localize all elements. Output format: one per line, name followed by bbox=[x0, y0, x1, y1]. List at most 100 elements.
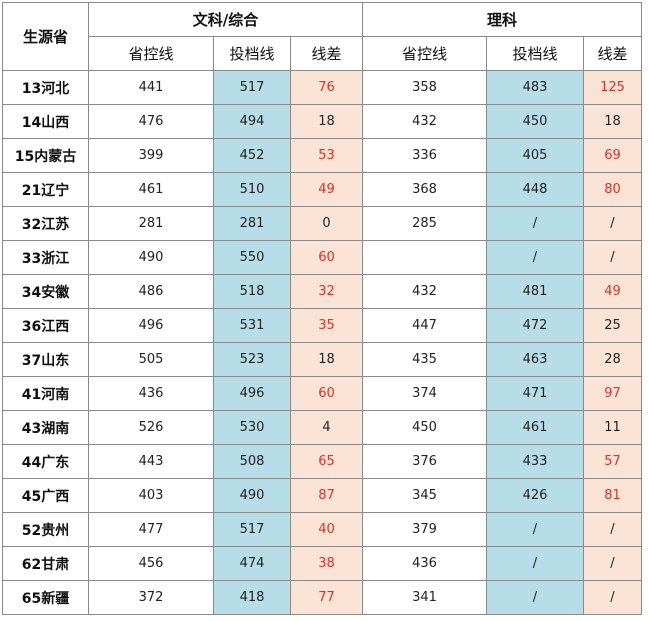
province-cell: 52贵州 bbox=[2, 512, 89, 547]
science-control-line-cell: 432 bbox=[362, 104, 487, 139]
science-filing-line-cell: / bbox=[486, 240, 584, 275]
arts-filing-line-cell: 550 bbox=[213, 240, 291, 275]
table-row: 65新疆 372 418 77 341// bbox=[2, 580, 642, 615]
table-row: 15内蒙古 399 452 53 336 405 69 bbox=[2, 138, 642, 173]
province-cell: 36江西 bbox=[2, 308, 89, 343]
science-control-line-cell: 376 bbox=[362, 444, 487, 479]
province-cell: 43湖南 bbox=[2, 410, 89, 445]
arts-difference-cell: 0 bbox=[290, 206, 363, 241]
table-row: 32江苏 281 281 0 285// bbox=[2, 206, 642, 241]
science-filing-line-cell: 471 bbox=[486, 376, 584, 411]
arts-filing-line-cell: 418 bbox=[213, 580, 291, 615]
arts-control-line-cell: 372 bbox=[88, 580, 214, 615]
arts-difference-cell: 40 bbox=[290, 512, 363, 547]
science-difference-cell: 57 bbox=[583, 444, 642, 479]
admission-score-table: 生源省 文科/综合 理科 省控线 投档线 线差 省控线 投档线 线差 13河北 4… bbox=[2, 2, 642, 615]
science-filing-line-cell: / bbox=[486, 512, 584, 547]
province-cell: 33浙江 bbox=[2, 240, 89, 275]
arts-control-line-cell: 505 bbox=[88, 342, 214, 377]
arts-filing-line-cell: 531 bbox=[213, 308, 291, 343]
province-cell: 34安徽 bbox=[2, 274, 89, 309]
table-row: 36江西 496 531 35 447 472 25 bbox=[2, 308, 642, 343]
arts-difference-cell: 38 bbox=[290, 546, 363, 581]
science-difference-cell: 97 bbox=[583, 376, 642, 411]
arts-filing-line-cell: 517 bbox=[213, 512, 291, 547]
table-body: 13河北 441 517 76 358 483 125 14山西 476 494 18 432 450 1… bbox=[2, 70, 642, 615]
table-row: 37山东 505 523 18 435 463 28 bbox=[2, 342, 642, 377]
arts-control-line-cell: 526 bbox=[88, 410, 214, 445]
science-difference-cell: 69 bbox=[583, 138, 642, 173]
arts-difference-cell: 65 bbox=[290, 444, 363, 479]
arts-control-line-cell: 496 bbox=[88, 308, 214, 343]
arts-control-line-cell: 403 bbox=[88, 478, 214, 513]
science-difference-cell: / bbox=[583, 580, 642, 615]
science-filing-line-cell: 472 bbox=[486, 308, 584, 343]
arts-difference-cell: 60 bbox=[290, 240, 363, 275]
science-filing-line-header: 投档线 bbox=[486, 36, 584, 71]
province-cell: 32江苏 bbox=[2, 206, 89, 241]
science-control-line-cell: 358 bbox=[362, 70, 487, 105]
arts-difference-cell: 76 bbox=[290, 70, 363, 105]
science-filing-line-cell: 405 bbox=[486, 138, 584, 173]
science-control-line-header: 省控线 bbox=[362, 36, 487, 71]
science-control-line-cell: 336 bbox=[362, 138, 487, 173]
science-difference-cell: / bbox=[583, 240, 642, 275]
science-difference-header: 线差 bbox=[583, 36, 642, 71]
arts-control-line-header: 省控线 bbox=[88, 36, 214, 71]
arts-control-line-cell: 486 bbox=[88, 274, 214, 309]
table-row: 52贵州 477 517 40 379// bbox=[2, 512, 642, 547]
province-cell: 44广东 bbox=[2, 444, 89, 479]
science-control-line-cell: 345 bbox=[362, 478, 487, 513]
arts-control-line-cell: 281 bbox=[88, 206, 214, 241]
science-filing-line-cell: 483 bbox=[486, 70, 584, 105]
science-control-line-cell: 436 bbox=[362, 546, 487, 581]
arts-control-line-cell: 441 bbox=[88, 70, 214, 105]
arts-control-line-cell: 477 bbox=[88, 512, 214, 547]
arts-filing-line-cell: 523 bbox=[213, 342, 291, 377]
science-control-line-cell: 341 bbox=[362, 580, 487, 615]
table-row: 43湖南 526 530 4 450 461 11 bbox=[2, 410, 642, 445]
science-difference-cell: 49 bbox=[583, 274, 642, 309]
province-cell: 65新疆 bbox=[2, 580, 89, 615]
science-control-line-cell: 447 bbox=[362, 308, 487, 343]
arts-difference-cell: 18 bbox=[290, 342, 363, 377]
arts-difference-cell: 87 bbox=[290, 478, 363, 513]
arts-filing-line-header: 投档线 bbox=[213, 36, 291, 71]
arts-difference-cell: 4 bbox=[290, 410, 363, 445]
province-cell: 21辽宁 bbox=[2, 172, 89, 207]
arts-filing-line-cell: 517 bbox=[213, 70, 291, 105]
province-header: 生源省 bbox=[2, 2, 89, 71]
science-difference-cell: 11 bbox=[583, 410, 642, 445]
science-difference-cell: / bbox=[583, 546, 642, 581]
arts-difference-cell: 18 bbox=[290, 104, 363, 139]
science-difference-cell: 25 bbox=[583, 308, 642, 343]
science-filing-line-cell: 481 bbox=[486, 274, 584, 309]
science-difference-cell: 80 bbox=[583, 172, 642, 207]
science-control-line-cell: 450 bbox=[362, 410, 487, 445]
arts-filing-line-cell: 518 bbox=[213, 274, 291, 309]
table-row: 41河南 436 496 60 374 471 97 bbox=[2, 376, 642, 411]
science-difference-cell: / bbox=[583, 512, 642, 547]
table-row: 13河北 441 517 76 358 483 125 bbox=[2, 70, 642, 105]
table-row: 45广西 403 490 87 345 426 81 bbox=[2, 478, 642, 513]
arts-control-line-cell: 456 bbox=[88, 546, 214, 581]
science-difference-cell: 125 bbox=[583, 70, 642, 105]
science-control-line-cell: 374 bbox=[362, 376, 487, 411]
arts-difference-header: 线差 bbox=[290, 36, 363, 71]
arts-filing-line-cell: 510 bbox=[213, 172, 291, 207]
province-cell: 14山西 bbox=[2, 104, 89, 139]
science-filing-line-cell: / bbox=[486, 580, 584, 615]
science-filing-line-cell: / bbox=[486, 546, 584, 581]
arts-filing-line-cell: 496 bbox=[213, 376, 291, 411]
table-row: 14山西 476 494 18 432 450 18 bbox=[2, 104, 642, 139]
province-cell: 62甘肃 bbox=[2, 546, 89, 581]
province-cell: 13河北 bbox=[2, 70, 89, 105]
science-filing-line-cell: 450 bbox=[486, 104, 584, 139]
arts-difference-cell: 35 bbox=[290, 308, 363, 343]
science-control-line-cell: 368 bbox=[362, 172, 487, 207]
arts-difference-cell: 60 bbox=[290, 376, 363, 411]
science-control-line-cell: 379 bbox=[362, 512, 487, 547]
province-cell: 41河南 bbox=[2, 376, 89, 411]
province-cell: 37山东 bbox=[2, 342, 89, 377]
arts-control-line-cell: 443 bbox=[88, 444, 214, 479]
